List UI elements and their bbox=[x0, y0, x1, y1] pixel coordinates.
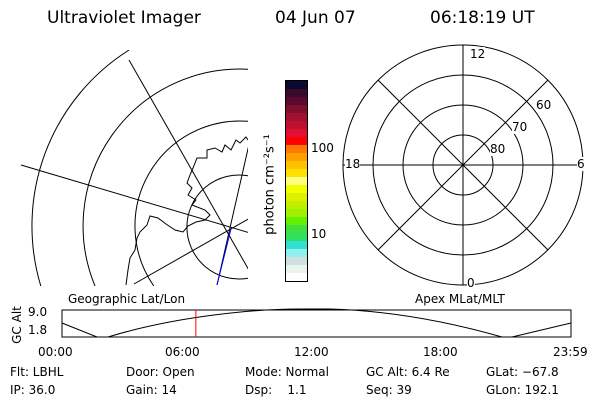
colorbar-band bbox=[286, 225, 307, 233]
colorbar-band bbox=[286, 265, 307, 273]
timeline-right-title: Apex MLat/MLT bbox=[415, 292, 505, 306]
colorbar-band bbox=[286, 201, 307, 209]
colorbar-band bbox=[286, 153, 307, 161]
colorbar-band bbox=[286, 113, 307, 121]
timeline-left-title: Geographic Lat/Lon bbox=[68, 292, 186, 306]
colorbar-band bbox=[286, 185, 307, 193]
colorbar-band bbox=[286, 169, 307, 177]
xtick-3: 18:00 bbox=[423, 345, 458, 359]
timeline-ymin: 1.8 bbox=[28, 323, 48, 337]
filter-status: Flt: LBHL bbox=[10, 365, 64, 379]
colorbar-band bbox=[286, 89, 307, 97]
latitude-circle bbox=[82, 68, 248, 286]
colorbar-band bbox=[286, 241, 307, 249]
mlt-label-12: 12 bbox=[470, 47, 486, 61]
colorbar-band bbox=[286, 209, 307, 217]
xtick-2: 12:00 bbox=[294, 345, 329, 359]
lat-label-60: 60 bbox=[536, 98, 552, 112]
instrument-title: Ultraviolet Imager bbox=[47, 8, 201, 28]
colorbar-band bbox=[286, 137, 307, 145]
xtick-1: 06:00 bbox=[165, 345, 200, 359]
colorbar-band bbox=[286, 105, 307, 113]
colorbar bbox=[285, 80, 308, 282]
colorbar-band bbox=[286, 257, 307, 265]
mlt-label-18: 18 bbox=[345, 157, 361, 171]
colorbar-band bbox=[286, 217, 307, 225]
gain-status: Gain: 14 bbox=[126, 383, 177, 397]
colorbar-band bbox=[286, 273, 307, 281]
mlt-label-0: 0 bbox=[467, 276, 475, 290]
glon-status: GLon: 192.1 bbox=[486, 383, 559, 397]
ip-status: IP: 36.0 bbox=[10, 383, 56, 397]
altitude-curve bbox=[61, 308, 572, 338]
mlt-line bbox=[377, 79, 549, 251]
seq-status: Seq: 39 bbox=[366, 383, 412, 397]
lat-label-80: 80 bbox=[490, 142, 506, 156]
colorbar-band bbox=[286, 177, 307, 185]
timeline-ymax: 9.0 bbox=[28, 305, 48, 319]
colorbar-band bbox=[286, 193, 307, 201]
glat-status: GLat: −67.8 bbox=[486, 365, 559, 379]
colorbar-band bbox=[286, 121, 307, 129]
latitude-circle bbox=[134, 120, 248, 286]
colorbar-band bbox=[286, 81, 307, 89]
time-label: 06:18:19 UT bbox=[430, 8, 535, 28]
colorbar-tick-10: 10 bbox=[311, 227, 327, 241]
colorbar-band bbox=[286, 249, 307, 257]
date-label: 04 Jun 07 bbox=[275, 8, 356, 28]
lat-label-70: 70 bbox=[512, 120, 528, 134]
latitude-circle bbox=[31, 50, 130, 286]
colorbar-band bbox=[286, 129, 307, 137]
colorbar-band bbox=[286, 145, 307, 153]
door-status: Door: Open bbox=[126, 365, 195, 379]
xtick-4: 23:59 bbox=[553, 345, 588, 359]
gc-alt-status: GC Alt: 6.4 Re bbox=[366, 365, 450, 379]
colorbar-band bbox=[286, 161, 307, 169]
longitude-line bbox=[20, 164, 248, 233]
coastline bbox=[125, 136, 248, 286]
mlt-label-6: 6 bbox=[577, 157, 585, 171]
colorbar-band bbox=[286, 97, 307, 105]
longitude-line bbox=[128, 59, 248, 270]
mode-status: Mode: Normal bbox=[245, 365, 329, 379]
xtick-0: 00:00 bbox=[38, 345, 73, 359]
timeline-frame bbox=[61, 309, 572, 338]
colorbar-band bbox=[286, 233, 307, 241]
spacecraft-track bbox=[216, 228, 232, 286]
longitude-line bbox=[216, 146, 248, 286]
dsp-status: Dsp: 1.1 bbox=[245, 383, 307, 397]
colorbar-tick-100: 100 bbox=[311, 141, 334, 155]
